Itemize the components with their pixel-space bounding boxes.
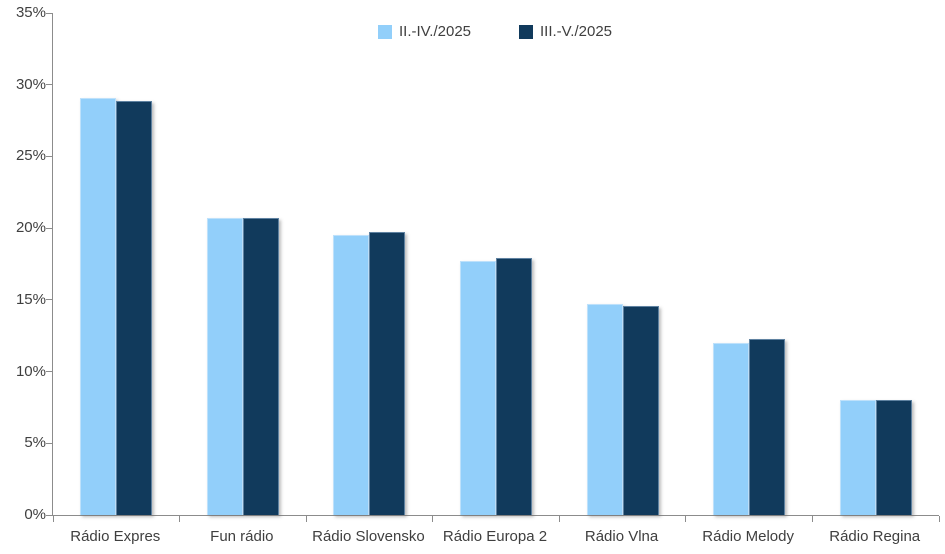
legend-item: II.-IV./2025 — [378, 23, 471, 40]
bar-period1 — [839, 400, 876, 515]
y-tick-mark — [46, 227, 52, 229]
bar-period1 — [333, 235, 370, 515]
category-label: Rádio Vlna — [584, 528, 659, 545]
legend-swatch-icon — [378, 24, 392, 39]
bar-period1 — [713, 342, 750, 515]
bar-period1 — [586, 304, 623, 515]
legend-swatch-icon — [519, 24, 533, 39]
bar-period2 — [622, 305, 659, 515]
y-tick-mark — [46, 12, 52, 14]
y-tick-mark — [46, 299, 52, 301]
legend-item: III.-V./2025 — [519, 23, 612, 40]
category-label: Rádio Slovensko — [312, 528, 425, 545]
legend-label: II.-IV./2025 — [399, 23, 471, 40]
bar-period2 — [875, 400, 912, 515]
y-tick-mark — [46, 442, 52, 444]
y-tick-label: 0% — [24, 506, 46, 523]
y-tick-mark — [46, 371, 52, 373]
y-tick-label: 20% — [15, 219, 46, 237]
bar-group — [812, 13, 939, 515]
x-tick-mark — [432, 516, 434, 522]
y-tick-label: 10% — [15, 362, 46, 380]
y-tick-label: 15% — [15, 290, 46, 308]
category-label: Rádio Europa 2 — [442, 528, 548, 545]
bar-period1 — [459, 261, 496, 515]
bar-group — [306, 13, 433, 515]
x-tick-mark — [558, 516, 560, 522]
y-tick-mark — [46, 514, 52, 516]
bar-period1 — [206, 218, 243, 515]
bar-period2 — [495, 258, 532, 515]
bar-period2 — [116, 100, 153, 515]
legend-label: III.-V./2025 — [540, 23, 612, 40]
x-tick-mark — [179, 516, 181, 522]
bar-period2 — [242, 218, 279, 515]
y-tick-label: 5% — [24, 434, 46, 452]
y-tick-label: 25% — [15, 147, 46, 165]
category-label: Rádio Regina — [829, 528, 921, 545]
x-tick-mark — [305, 516, 307, 522]
category-label: Rádio Expres — [70, 528, 161, 545]
bar-group — [53, 13, 180, 515]
bar-group — [686, 13, 813, 515]
bar-group — [180, 13, 307, 515]
y-tick-label: 35% — [15, 4, 46, 21]
y-tick-label: 30% — [15, 75, 46, 93]
category-label: Rádio Melody — [702, 528, 794, 545]
bar-period1 — [80, 97, 117, 515]
x-tick-mark — [52, 516, 54, 522]
bar-group — [433, 13, 560, 515]
bar-period2 — [369, 232, 406, 515]
x-tick-mark — [811, 516, 813, 522]
y-axis: 0% 5% 10% 15% 20% 25% 30% 35% — [0, 4, 46, 523]
category-label: Fun rádio — [210, 528, 274, 545]
y-tick-mark — [46, 155, 52, 157]
y-tick-mark — [46, 84, 52, 86]
x-tick-mark — [685, 516, 687, 522]
x-tick-mark — [938, 516, 940, 522]
plot-area — [46, 12, 940, 522]
bar-period2 — [749, 338, 786, 515]
bar-group — [559, 13, 686, 515]
legend: II.-IV./2025 III.-V./2025 — [52, 23, 938, 40]
